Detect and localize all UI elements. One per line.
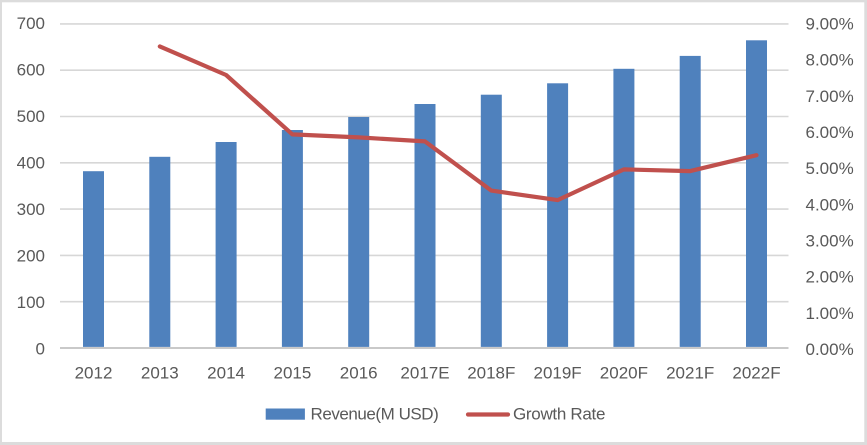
svg-text:2016: 2016 <box>340 363 378 382</box>
svg-text:4.00%: 4.00% <box>806 195 854 214</box>
svg-text:3.00%: 3.00% <box>806 232 854 251</box>
svg-text:2015: 2015 <box>273 363 311 382</box>
svg-text:8.00%: 8.00% <box>806 51 854 70</box>
svg-text:5.00%: 5.00% <box>806 159 854 178</box>
svg-text:200: 200 <box>17 247 45 266</box>
svg-text:400: 400 <box>17 154 45 173</box>
svg-text:300: 300 <box>17 200 45 219</box>
svg-text:1.00%: 1.00% <box>806 304 854 323</box>
svg-text:0.00%: 0.00% <box>806 340 854 359</box>
svg-text:2012: 2012 <box>75 363 113 382</box>
svg-text:500: 500 <box>17 107 45 126</box>
svg-text:600: 600 <box>17 61 45 80</box>
svg-text:Growth Rate: Growth Rate <box>513 404 605 423</box>
svg-text:2014: 2014 <box>207 363 245 382</box>
svg-text:2018F: 2018F <box>467 363 515 382</box>
svg-text:6.00%: 6.00% <box>806 123 854 142</box>
svg-text:700: 700 <box>17 14 45 33</box>
svg-text:2019F: 2019F <box>533 363 581 382</box>
svg-text:2021F: 2021F <box>666 363 714 382</box>
svg-text:100: 100 <box>17 293 45 312</box>
svg-text:Revenue(M USD): Revenue(M USD) <box>311 404 439 423</box>
svg-text:2013: 2013 <box>141 363 179 382</box>
svg-text:2020F: 2020F <box>600 363 648 382</box>
svg-text:7.00%: 7.00% <box>806 87 854 106</box>
svg-text:9.00%: 9.00% <box>806 15 854 34</box>
svg-text:2017E: 2017E <box>400 363 449 382</box>
svg-text:0: 0 <box>36 340 45 359</box>
svg-text:2022F: 2022F <box>732 363 780 382</box>
svg-text:2.00%: 2.00% <box>806 268 854 287</box>
